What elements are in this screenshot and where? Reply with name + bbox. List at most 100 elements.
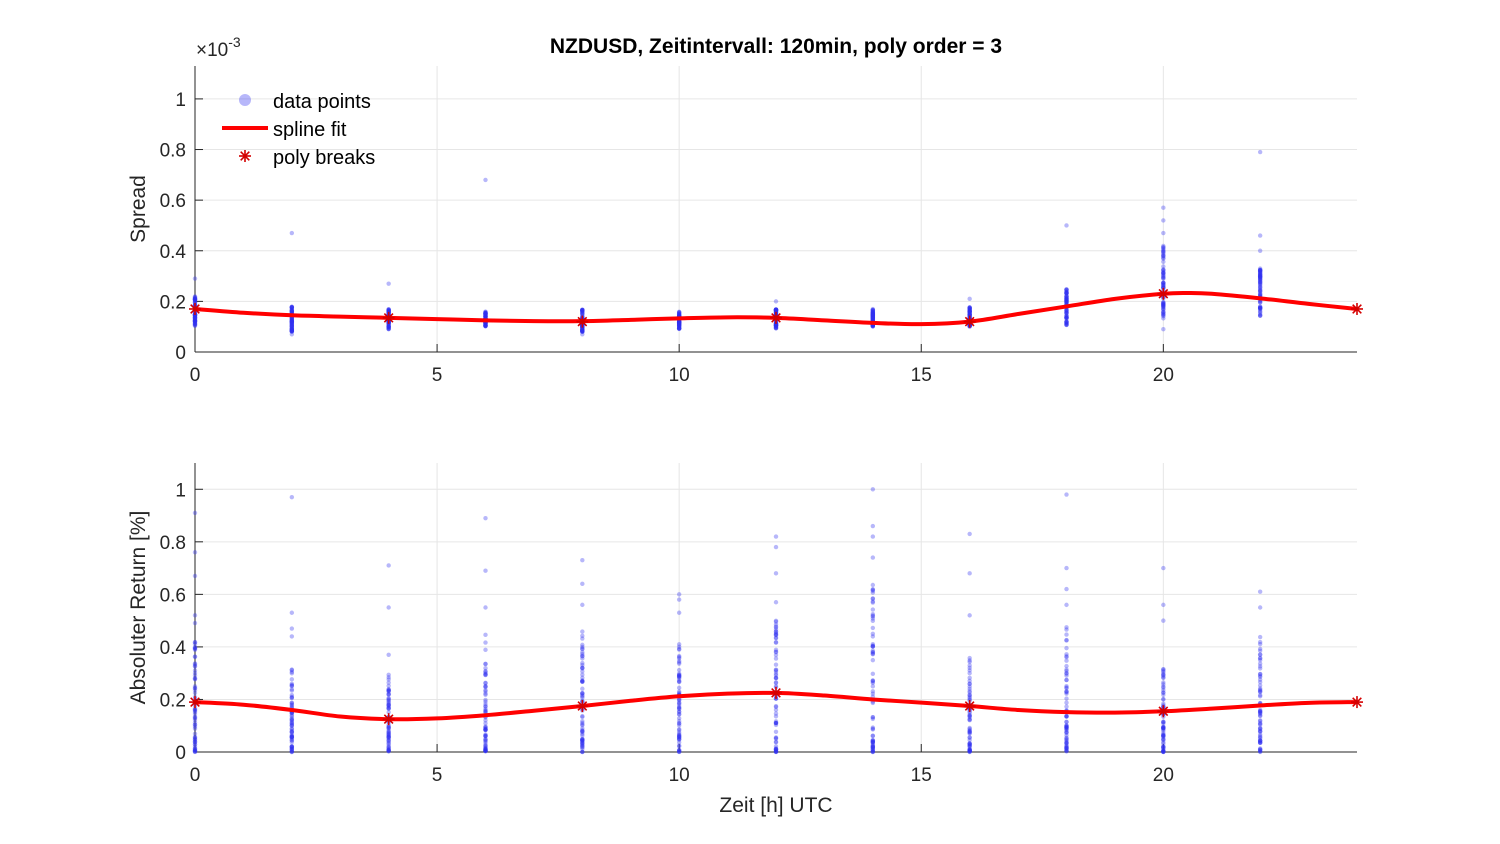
data-point (1161, 280, 1166, 286)
data-point (1257, 740, 1263, 745)
data-point (1064, 677, 1069, 683)
data-point (967, 312, 972, 317)
data-point (192, 740, 198, 745)
data-point (1161, 276, 1166, 281)
data-point (386, 735, 391, 740)
data-point (870, 313, 876, 319)
data-point (1257, 728, 1263, 734)
data-point (1257, 279, 1263, 285)
data-point (870, 671, 876, 677)
poly-break-marker (1351, 696, 1363, 709)
data-point (386, 688, 391, 693)
data-point-outlier (289, 332, 295, 337)
data-point (580, 328, 585, 334)
data-point (192, 299, 198, 305)
data-point (676, 311, 682, 317)
data-point (967, 684, 972, 689)
data-point (870, 634, 876, 639)
data-point (1257, 692, 1263, 698)
data-point (773, 667, 779, 673)
data-point (870, 312, 876, 318)
y-tick-label: 0.8 (160, 141, 186, 162)
data-point (1257, 729, 1263, 734)
data-point (580, 729, 585, 734)
data-point (289, 746, 295, 752)
data-point (870, 744, 876, 749)
data-point (580, 690, 585, 696)
data-point (676, 323, 682, 328)
data-point (1257, 671, 1263, 677)
data-point (870, 308, 876, 313)
data-point (1064, 673, 1069, 678)
data-point (1064, 296, 1069, 301)
data-point (1257, 269, 1263, 274)
data-point (676, 689, 682, 694)
data-point (1064, 296, 1069, 302)
data-point (870, 316, 876, 321)
data-point (676, 705, 682, 710)
data-point (1161, 744, 1166, 749)
data-point (967, 697, 972, 702)
data-point (1161, 721, 1166, 726)
spread-axes: 0 5 10 15 20 0 0.2 0.4 0.6 0.8 1 Spread (127, 66, 1363, 386)
data-point (676, 730, 682, 735)
data-point (192, 742, 198, 747)
data-point (773, 749, 779, 754)
data-point (1257, 272, 1263, 277)
data-point (1257, 694, 1263, 699)
data-point (289, 692, 295, 698)
data-point (870, 310, 876, 315)
data-point (967, 725, 972, 731)
data-point (870, 739, 876, 745)
data-point (773, 323, 779, 328)
poly-break-marker (770, 311, 782, 324)
data-point (289, 329, 295, 334)
data-point (676, 721, 682, 726)
data-point (676, 326, 682, 331)
data-point (1064, 730, 1069, 735)
data-point (580, 726, 585, 731)
data-point (870, 733, 876, 739)
data-point (676, 679, 682, 684)
data-point (967, 728, 972, 733)
data-point (1064, 690, 1069, 695)
data-point (1161, 741, 1166, 746)
data-point (192, 654, 198, 660)
data-point-column (1064, 492, 1069, 754)
data-point (580, 678, 585, 683)
data-point (580, 679, 585, 685)
data-point (676, 326, 682, 332)
data-point (1064, 724, 1069, 729)
data-point (870, 315, 876, 320)
data-point (1257, 278, 1263, 284)
data-point (773, 308, 779, 313)
data-point (1064, 308, 1069, 313)
data-point (1161, 745, 1166, 751)
data-point (483, 323, 488, 328)
data-point (967, 681, 972, 686)
data-point (289, 317, 295, 322)
data-point (870, 314, 876, 320)
data-point (1064, 315, 1069, 321)
data-point (483, 727, 488, 733)
x-tick-label: 0 (190, 765, 201, 786)
data-point (1257, 661, 1263, 666)
data-point-outlier (386, 281, 391, 286)
data-point (1257, 274, 1263, 279)
data-point (1257, 740, 1263, 745)
data-point (192, 313, 198, 318)
data-point (967, 305, 972, 311)
data-point-outlier (967, 571, 972, 576)
data-point (773, 321, 779, 327)
data-point (773, 321, 779, 327)
data-point (386, 730, 391, 736)
data-point (289, 324, 295, 329)
data-point (580, 636, 585, 641)
data-point (1161, 267, 1166, 272)
data-point (483, 311, 488, 316)
data-point (773, 308, 779, 314)
data-point (580, 328, 585, 333)
data-point (676, 698, 682, 703)
data-point (289, 720, 295, 725)
